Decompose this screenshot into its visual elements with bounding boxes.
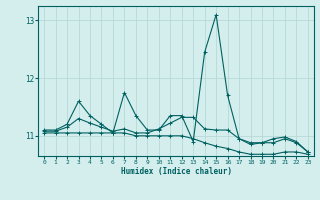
X-axis label: Humidex (Indice chaleur): Humidex (Indice chaleur) xyxy=(121,167,231,176)
